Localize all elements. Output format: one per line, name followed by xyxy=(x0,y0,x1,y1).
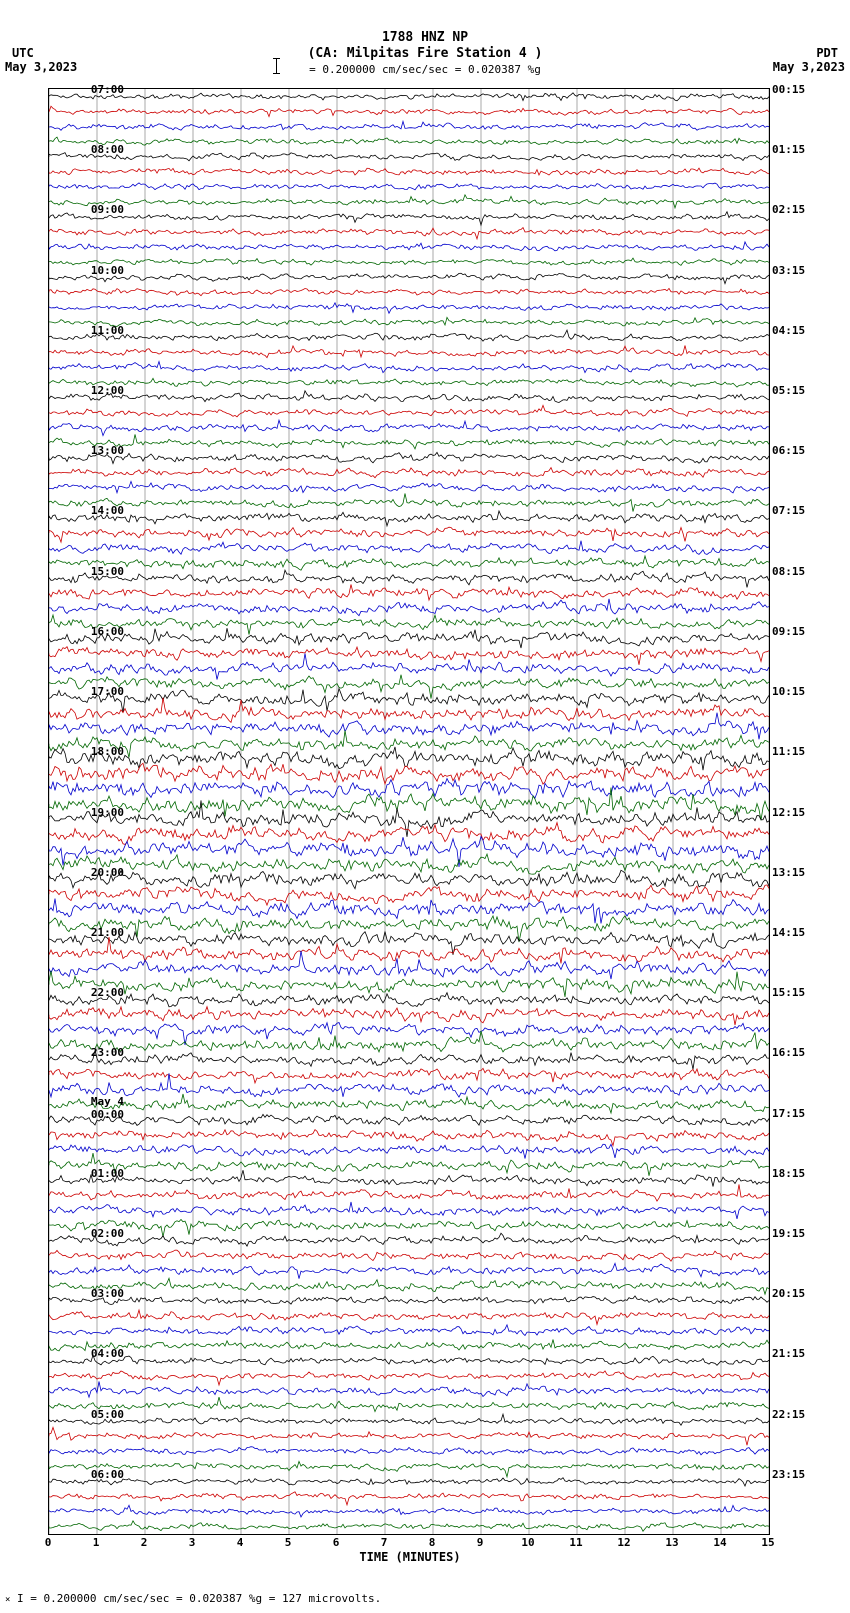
right-hour-label: 03:15 xyxy=(772,264,805,277)
x-tick-label: 9 xyxy=(470,1536,490,1549)
x-tick-label: 15 xyxy=(758,1536,778,1549)
scale-text: = 0.200000 cm/sec/sec = 0.020387 %g xyxy=(0,63,850,76)
x-tick-label: 6 xyxy=(326,1536,346,1549)
date-right-label: May 3,2023 xyxy=(773,60,845,74)
right-hour-label: 04:15 xyxy=(772,324,805,337)
left-hour-label: 23:00 xyxy=(54,1046,124,1059)
right-hour-label: 12:15 xyxy=(772,806,805,819)
x-tick-label: 5 xyxy=(278,1536,298,1549)
left-hour-label: 21:00 xyxy=(54,926,124,939)
right-hour-label: 23:15 xyxy=(772,1468,805,1481)
right-hour-label: 13:15 xyxy=(772,866,805,879)
left-hour-label: 02:00 xyxy=(54,1227,124,1240)
x-tick-label: 13 xyxy=(662,1536,682,1549)
left-hour-label: 16:00 xyxy=(54,625,124,638)
right-hour-label: 07:15 xyxy=(772,504,805,517)
title-line1: 1788 HNZ NP xyxy=(0,30,850,45)
tz-right-label: PDT xyxy=(816,46,838,60)
right-hour-label: 14:15 xyxy=(772,926,805,939)
x-tick-label: 11 xyxy=(566,1536,586,1549)
left-hour-label: 04:00 xyxy=(54,1347,124,1360)
x-tick-label: 0 xyxy=(38,1536,58,1549)
right-hour-label: 17:15 xyxy=(772,1107,805,1120)
right-hour-label: 21:15 xyxy=(772,1347,805,1360)
right-hour-label: 06:15 xyxy=(772,444,805,457)
helicorder-svg xyxy=(49,89,769,1534)
date-left-label: May 3,2023 xyxy=(5,60,77,74)
x-axis-label: TIME (MINUTES) xyxy=(0,1550,820,1564)
right-hour-label: 15:15 xyxy=(772,986,805,999)
x-tick-label: 7 xyxy=(374,1536,394,1549)
x-tick-label: 14 xyxy=(710,1536,730,1549)
left-hour-label: 22:00 xyxy=(54,986,124,999)
left-hour-label: 01:00 xyxy=(54,1167,124,1180)
left-hour-label: 08:00 xyxy=(54,143,124,156)
right-hour-label: 20:15 xyxy=(772,1287,805,1300)
tz-left-label: UTC xyxy=(12,46,34,60)
right-hour-label: 09:15 xyxy=(772,625,805,638)
right-hour-label: 19:15 xyxy=(772,1227,805,1240)
left-hour-label: 09:00 xyxy=(54,203,124,216)
title-line2: (CA: Milpitas Fire Station 4 ) xyxy=(0,46,850,61)
right-hour-label: 10:15 xyxy=(772,685,805,698)
x-tick-label: 8 xyxy=(422,1536,442,1549)
right-hour-label: 02:15 xyxy=(772,203,805,216)
x-tick-label: 4 xyxy=(230,1536,250,1549)
seismogram-container: 1788 HNZ NP (CA: Milpitas Fire Station 4… xyxy=(0,0,850,1613)
left-hour-label: 03:00 xyxy=(54,1287,124,1300)
x-tick-label: 3 xyxy=(182,1536,202,1549)
left-hour-label: 17:00 xyxy=(54,685,124,698)
right-hour-label: 00:15 xyxy=(772,83,805,96)
left-hour-label: 19:00 xyxy=(54,806,124,819)
right-hour-label: 08:15 xyxy=(772,565,805,578)
right-hour-label: 16:15 xyxy=(772,1046,805,1059)
left-hour-label: 15:00 xyxy=(54,565,124,578)
left-hour-label: 18:00 xyxy=(54,745,124,758)
x-tick-label: 2 xyxy=(134,1536,154,1549)
x-tick-label: 1 xyxy=(86,1536,106,1549)
right-hour-label: 22:15 xyxy=(772,1408,805,1421)
left-hour-label: May 400:00 xyxy=(54,1095,124,1121)
footer-text: × I = 0.200000 cm/sec/sec = 0.020387 %g … xyxy=(5,1592,381,1605)
helicorder-plot xyxy=(48,88,770,1535)
left-hour-label: 13:00 xyxy=(54,444,124,457)
left-hour-label: 05:00 xyxy=(54,1408,124,1421)
x-tick-label: 10 xyxy=(518,1536,538,1549)
right-hour-label: 11:15 xyxy=(772,745,805,758)
right-hour-label: 18:15 xyxy=(772,1167,805,1180)
left-hour-label: 12:00 xyxy=(54,384,124,397)
x-tick-label: 12 xyxy=(614,1536,634,1549)
left-hour-label: 06:00 xyxy=(54,1468,124,1481)
left-hour-label: 07:00 xyxy=(54,83,124,96)
right-hour-label: 05:15 xyxy=(772,384,805,397)
left-hour-label: 10:00 xyxy=(54,264,124,277)
left-hour-label: 20:00 xyxy=(54,866,124,879)
left-hour-label: 14:00 xyxy=(54,504,124,517)
left-hour-label: 11:00 xyxy=(54,324,124,337)
right-hour-label: 01:15 xyxy=(772,143,805,156)
